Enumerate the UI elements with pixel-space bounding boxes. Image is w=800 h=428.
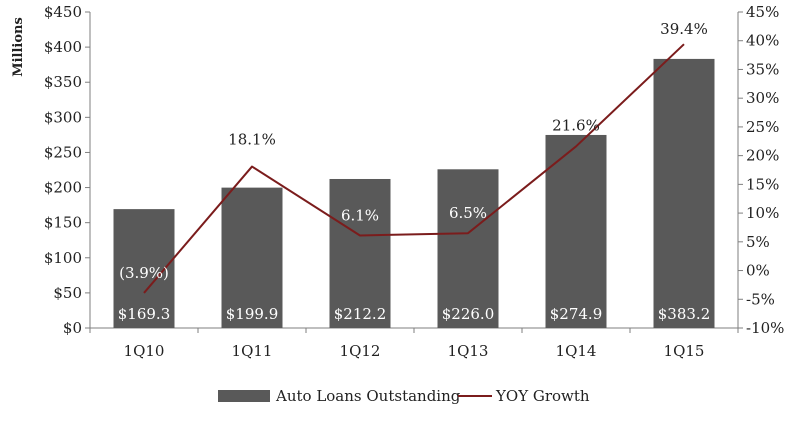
legend-label-yoy-growth: YOY Growth	[495, 387, 590, 405]
growth-line-layer	[143, 43, 685, 294]
y-tick-label-left: $200	[44, 179, 82, 197]
growth-value-label: 18.1%	[228, 131, 276, 149]
growth-value-label: 39.4%	[660, 20, 708, 38]
y-tick-label-right: 40%	[746, 32, 779, 50]
bar	[221, 187, 283, 328]
bar-value-label: $383.2	[658, 305, 711, 323]
growth-value-label: (3.9%)	[119, 264, 169, 282]
bar-value-label: $169.3	[118, 305, 171, 323]
y-axis-title: Millions	[11, 17, 26, 77]
y-tick-label-right: 20%	[746, 147, 779, 165]
y-tick-label-right: 45%	[746, 3, 779, 21]
y-tick-label-right: 15%	[746, 175, 779, 193]
x-tick-label: 1Q15	[664, 342, 705, 360]
growth-value-label: 6.5%	[449, 204, 487, 222]
bar-value-label: $212.2	[334, 305, 387, 323]
x-tick-label: 1Q12	[340, 342, 381, 360]
y-tick-label-left: $50	[53, 284, 82, 302]
y-tick-label-left: $400	[44, 38, 82, 56]
y-tick-label-right: 25%	[746, 118, 779, 136]
axes: $0 $50 $100 $150 $200 $250 $300 $350 $400 $450 -10…	[44, 3, 785, 360]
bar	[437, 169, 499, 328]
data-labels: $169.3 $199.9 $212.2 $226.0 $274.9 $383.2 (3.9…	[118, 20, 711, 323]
y-tick-label-left: $300	[44, 108, 82, 126]
growth-value-label: 21.6%	[552, 116, 600, 134]
y-tick-label-right: 5%	[746, 233, 770, 251]
y-tick-label-right: 0%	[746, 262, 770, 280]
y-tick-label-left: $450	[44, 3, 82, 21]
legend-swatch-bar	[218, 390, 270, 402]
legend-label-auto-loans: Auto Loans Outstanding	[275, 387, 461, 405]
bars	[113, 58, 715, 328]
y-tick-label-right: -10%	[746, 319, 784, 337]
bar-value-label: $274.9	[550, 305, 603, 323]
x-tick-label: 1Q10	[124, 342, 165, 360]
y-tick-label-right: 10%	[746, 204, 779, 222]
y-tick-label-right: 35%	[746, 60, 779, 78]
x-tick-label: 1Q14	[556, 342, 597, 360]
y-tick-label-right: -5%	[746, 290, 775, 308]
y-tick-label-left: $0	[63, 319, 82, 337]
y-tick-label-left: $100	[44, 249, 82, 267]
y-tick-label-left: $250	[44, 143, 82, 161]
y-tick-label-left: $150	[44, 214, 82, 232]
x-tick-label: 1Q13	[448, 342, 489, 360]
x-tick-label: 1Q11	[232, 342, 273, 360]
bar	[653, 58, 715, 328]
y-tick-label-left: $350	[44, 73, 82, 91]
growth-value-label: 6.1%	[341, 206, 379, 224]
bar-value-label: $199.9	[226, 305, 279, 323]
yoy-growth-line	[143, 43, 685, 294]
bar	[329, 178, 391, 328]
bar-value-label: $226.0	[442, 305, 495, 323]
legend: Auto Loans Outstanding YOY Growth	[218, 387, 590, 405]
y-tick-label-right: 30%	[746, 89, 779, 107]
bar	[545, 134, 607, 328]
